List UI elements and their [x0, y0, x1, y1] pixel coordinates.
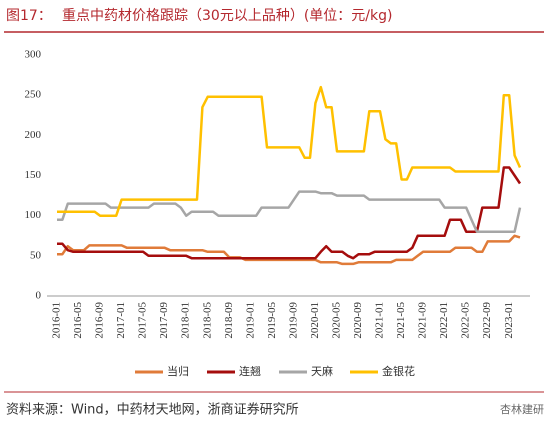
x-tick-label: 2018-09: [223, 302, 235, 339]
x-tick-label: 2019-09: [287, 302, 299, 339]
x-tick-label: 2018-05: [201, 302, 213, 339]
y-tick-label: 250: [25, 89, 42, 101]
y-tick-label: 300: [25, 49, 42, 61]
y-tick-label: 200: [25, 129, 42, 141]
x-tick-label: 2022-05: [460, 302, 472, 339]
x-tick-label: 2017-01: [115, 302, 127, 339]
x-tick-label: 2016-01: [51, 302, 63, 339]
x-tick-label: 2017-09: [158, 302, 170, 339]
legend-label: 金银花: [382, 364, 415, 378]
x-tick-label: 2016-05: [72, 302, 84, 339]
x-tick-label: 2021-05: [395, 302, 407, 339]
x-tick-label: 2022-09: [481, 302, 493, 339]
series-line: [57, 234, 521, 266]
figure-label: 图17：: [6, 8, 52, 24]
x-tick-label: 2019-05: [266, 302, 278, 339]
x-tick-label: 2022-01: [438, 302, 450, 339]
x-tick-label: 2016-09: [94, 302, 106, 339]
x-tick-label: 2019-01: [244, 302, 256, 339]
x-tick-label: 2017-05: [137, 302, 149, 339]
y-tick-label: 100: [25, 209, 42, 221]
series-line: [57, 85, 522, 217]
source-note: 资料来源：Wind，中药材天地网，浙商证券研究所: [6, 402, 299, 418]
y-tick-label: 0: [36, 290, 42, 302]
x-tick-label: 2023-01: [503, 302, 515, 339]
x-tick-label: 2021-09: [417, 302, 429, 339]
x-tick-label: 2020-05: [330, 302, 342, 339]
legend-label: 连翘: [239, 365, 261, 378]
series-line: [57, 166, 522, 260]
x-tick-label: 2018-01: [180, 302, 192, 339]
legend-label: 天麻: [311, 364, 333, 378]
y-tick-label: 50: [30, 249, 42, 261]
chart-title: 重点中药材价格跟踪（30元以上品种）(单位：元/kg): [62, 8, 392, 24]
y-tick-label: 150: [25, 169, 42, 181]
series-line: [57, 190, 522, 233]
x-tick-label: 2020-09: [352, 302, 364, 339]
x-tick-label: 2020-01: [309, 302, 321, 339]
watermark: 杏林建研: [500, 402, 544, 416]
x-tick-label: 2021-01: [374, 302, 386, 339]
legend-label: 当归: [167, 364, 189, 378]
